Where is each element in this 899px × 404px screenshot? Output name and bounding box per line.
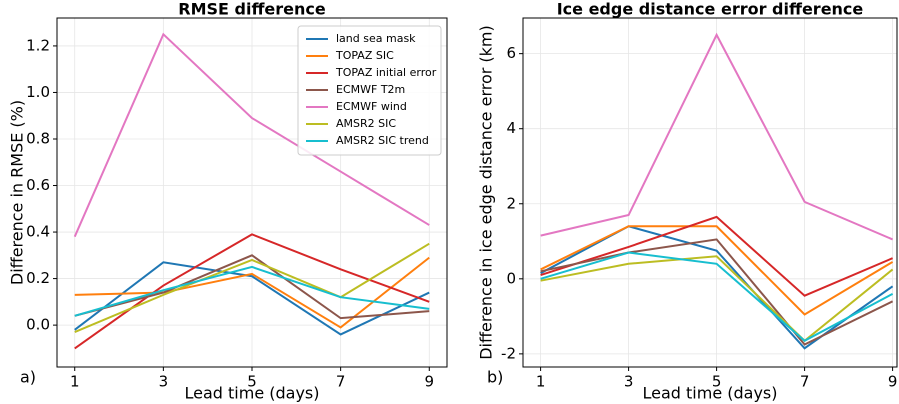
y-tick-label: 0.6 xyxy=(26,176,50,194)
legend-label: TOPAZ SIC xyxy=(335,49,394,62)
y-axis-label: Difference in ice edge distance error (k… xyxy=(477,25,496,360)
series-line xyxy=(540,255,894,343)
legend-label: land sea mask xyxy=(336,32,416,45)
legend-box xyxy=(297,25,442,156)
series-line xyxy=(540,225,894,350)
y-tick-label: 0.8 xyxy=(26,129,50,147)
legend-label: TOPAZ initial error xyxy=(335,66,437,79)
chart-title: RMSE difference xyxy=(178,0,326,19)
series-line xyxy=(74,254,430,320)
series-line xyxy=(74,242,430,334)
y-tick-label: -2 xyxy=(501,344,516,362)
x-axis-label: Lead time (days) xyxy=(642,384,777,403)
series-line xyxy=(74,261,430,336)
x-tick-label: 9 xyxy=(424,373,434,391)
series-line xyxy=(540,225,894,316)
x-tick-label: 3 xyxy=(159,373,169,391)
y-tick-label: 6 xyxy=(506,44,516,62)
x-tick-label: 7 xyxy=(800,373,810,391)
plot-frame xyxy=(56,17,448,368)
x-tick-label: 5 xyxy=(247,373,257,391)
y-tick-label: 1.2 xyxy=(26,36,50,54)
y-tick-label: 4 xyxy=(506,119,516,137)
panel-label: b) xyxy=(487,368,503,387)
y-axis-label: Difference in RMSE (%) xyxy=(8,100,27,285)
y-tick-label: 0 xyxy=(506,269,516,287)
x-tick-label: 7 xyxy=(336,373,346,391)
y-tick-label: 0.4 xyxy=(26,223,50,241)
legend-label: AMSR2 SIC trend xyxy=(336,134,429,147)
legend-label: ECMWF wind xyxy=(336,100,407,113)
x-tick-label: 1 xyxy=(536,373,546,391)
x-tick-label: 9 xyxy=(888,373,898,391)
x-tick-label: 3 xyxy=(624,373,634,391)
legend-label: AMSR2 SIC xyxy=(336,117,396,130)
y-tick-label: 0.2 xyxy=(26,269,50,287)
y-tick-label: 0.0 xyxy=(26,316,50,334)
y-tick-label: 2 xyxy=(506,194,516,212)
series-line xyxy=(74,256,430,329)
x-tick-label: 5 xyxy=(712,373,722,391)
series-line xyxy=(540,238,894,346)
series-line xyxy=(73,32,430,238)
series-line xyxy=(74,265,430,317)
panel-label: a) xyxy=(20,368,36,387)
legend-label: ECMWF T2m xyxy=(336,83,405,96)
plot-frame xyxy=(522,17,898,368)
x-axis-label: Lead time (days) xyxy=(184,384,319,403)
series-line xyxy=(540,215,893,297)
x-tick-label: 1 xyxy=(70,373,80,391)
series-line xyxy=(540,32,893,241)
chart-title: Ice edge distance error difference xyxy=(557,0,864,19)
y-tick-label: 1.0 xyxy=(26,83,50,101)
series-line xyxy=(540,251,894,342)
